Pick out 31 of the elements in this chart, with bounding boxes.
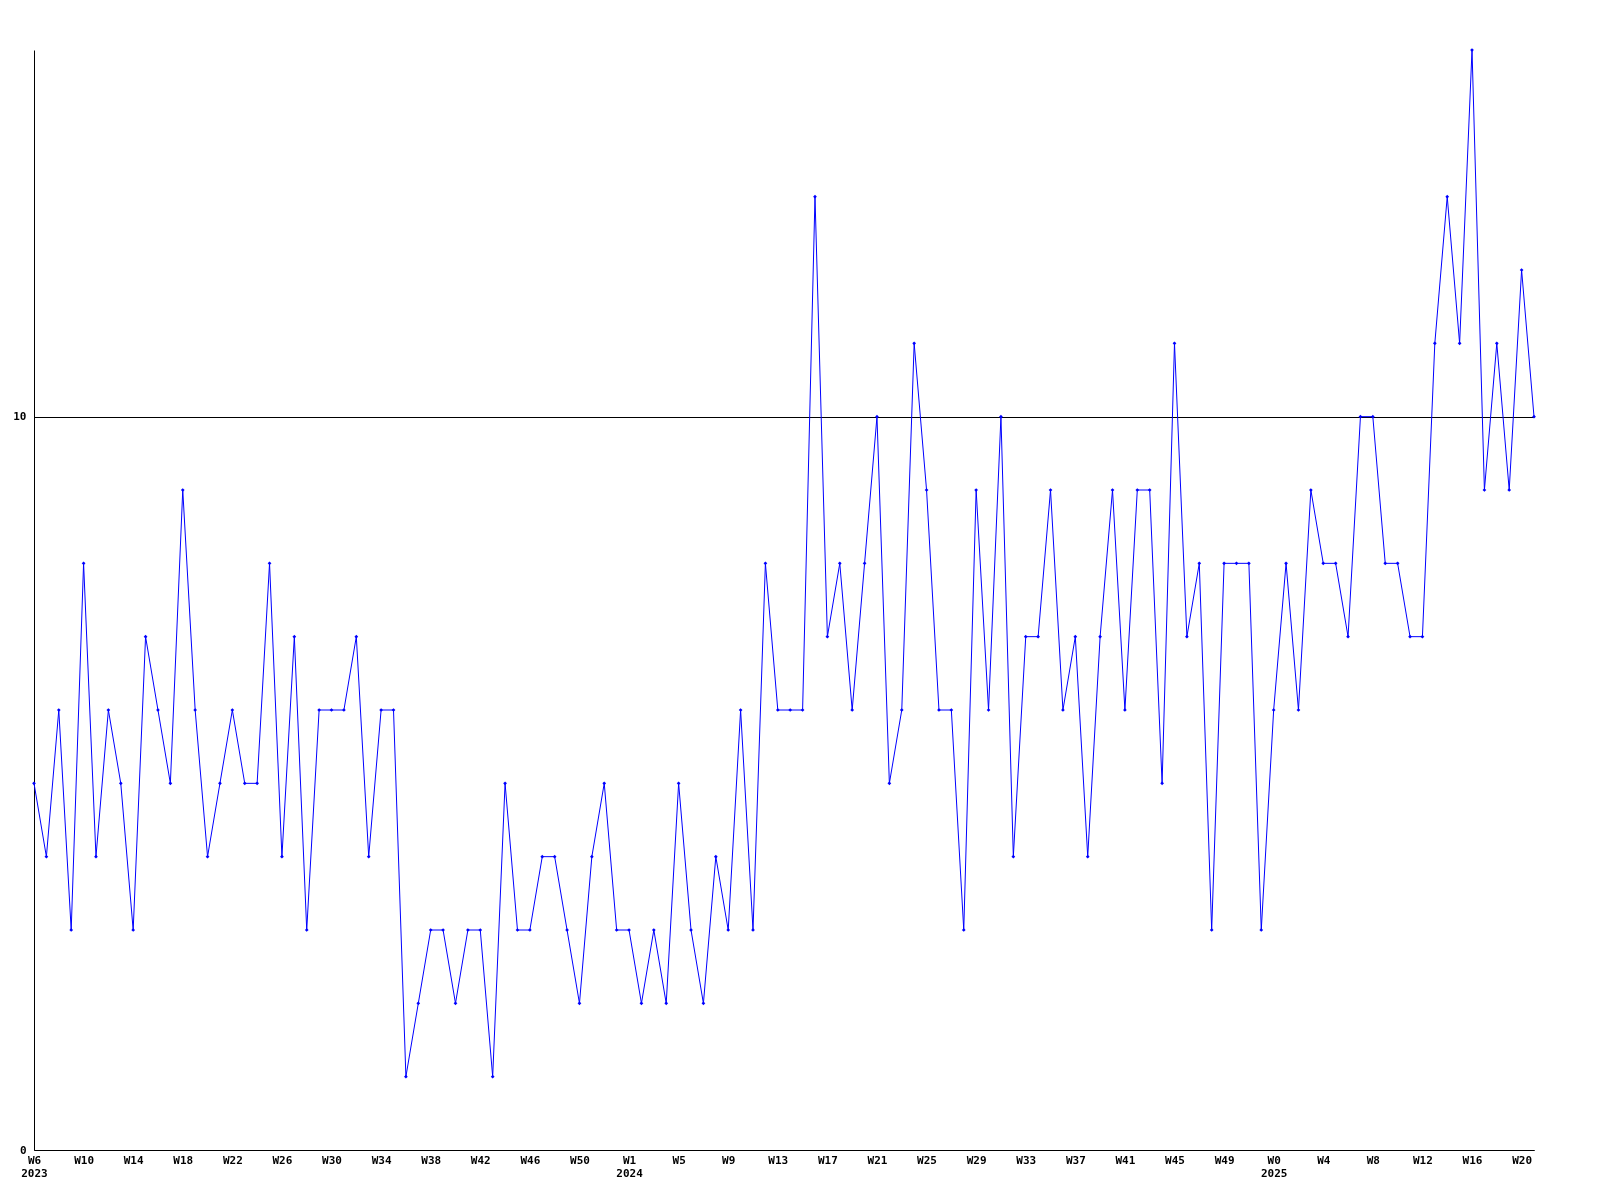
x-tick-label: W26 xyxy=(272,1153,293,1167)
x-tick-label: W33 xyxy=(1016,1153,1037,1167)
x-tick-label: W45 xyxy=(1165,1153,1185,1167)
x-tick-label: W25 xyxy=(917,1153,937,1167)
x-tick-label: W14 xyxy=(123,1153,144,1167)
x-tick-label: W20 xyxy=(1512,1153,1533,1167)
x-tick-label: W16 xyxy=(1462,1153,1483,1167)
x-tick-label: W0 2025 xyxy=(1260,1153,1288,1180)
x-tick-label: W38 xyxy=(421,1153,442,1167)
y-tick-label: 10 xyxy=(13,410,27,424)
x-tick-label: W42 xyxy=(470,1153,491,1167)
x-tick-label: W9 xyxy=(722,1153,736,1167)
x-tick-label: W13 xyxy=(768,1153,789,1167)
x-tick-label: W1 2024 xyxy=(616,1153,644,1180)
x-tick-label: W29 xyxy=(966,1153,987,1167)
x-tick-label: W49 xyxy=(1214,1153,1235,1167)
x-tick-label: W8 xyxy=(1366,1153,1380,1167)
x-tick-label: W18 xyxy=(173,1153,194,1167)
x-tick-label: W22 xyxy=(222,1153,243,1167)
x-tick-label: W4 xyxy=(1317,1153,1331,1167)
x-tick-label: W50 xyxy=(570,1153,590,1167)
x-tick-label: W41 xyxy=(1115,1153,1136,1167)
x-tick-label: W46 xyxy=(520,1153,541,1167)
x-tick-label: W37 xyxy=(1065,1153,1086,1167)
x-tick-label: W10 xyxy=(74,1153,95,1167)
x-tick-label: W34 xyxy=(371,1153,392,1167)
x-tick-label: W21 xyxy=(867,1153,888,1167)
x-tick-label: W30 xyxy=(322,1153,342,1167)
x-tick-label: W12 xyxy=(1412,1153,1433,1167)
x-tick-label: W17 xyxy=(817,1153,838,1167)
x-tick-label: W5 xyxy=(672,1153,686,1167)
